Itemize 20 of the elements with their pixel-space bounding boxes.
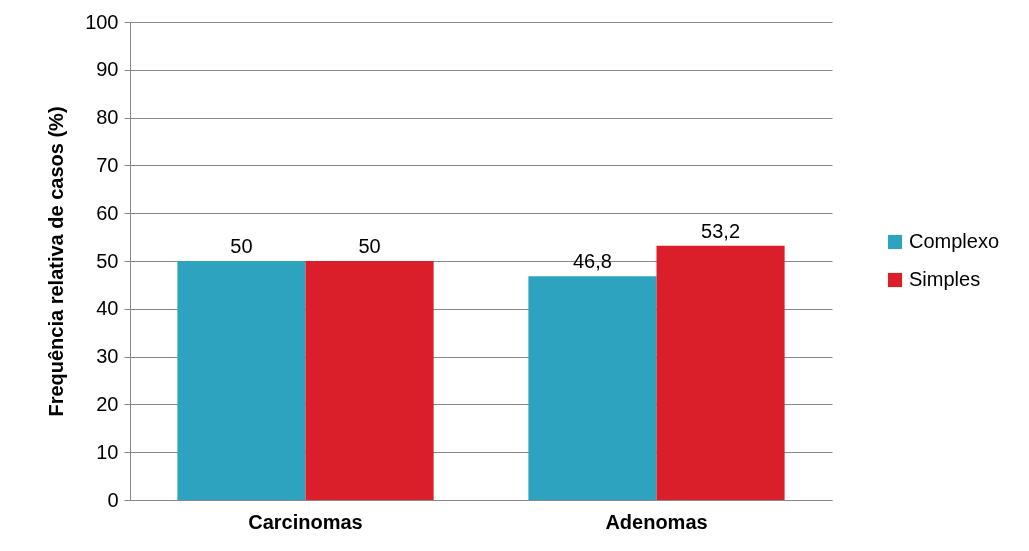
- data-label: 50: [230, 235, 253, 257]
- y-tick-label: 40: [96, 297, 119, 320]
- data-label: 50: [358, 235, 381, 257]
- y-tick-label: 60: [96, 201, 119, 224]
- y-tick-label: 30: [96, 345, 119, 368]
- y-axis-title: Frequência relativa de casos (%): [45, 106, 68, 417]
- legend-label: Complexo: [909, 230, 1000, 252]
- x-tick-label: Carcinomas: [248, 510, 363, 533]
- y-tick-label: 10: [96, 440, 119, 463]
- data-label: 46,8: [572, 250, 612, 273]
- y-tick-label: 80: [96, 106, 119, 129]
- y-tick-label: 70: [96, 153, 119, 176]
- y-tick-label: 50: [96, 249, 119, 272]
- y-tick-label: 100: [85, 10, 119, 33]
- data-label: 53,2: [701, 219, 741, 242]
- legend-label: Simples: [909, 268, 981, 290]
- y-tick-label: 20: [96, 392, 119, 415]
- x-tick-label: Adenomas: [605, 510, 708, 533]
- y-tick-label: 0: [107, 488, 119, 511]
- y-tick-label: 90: [96, 58, 119, 81]
